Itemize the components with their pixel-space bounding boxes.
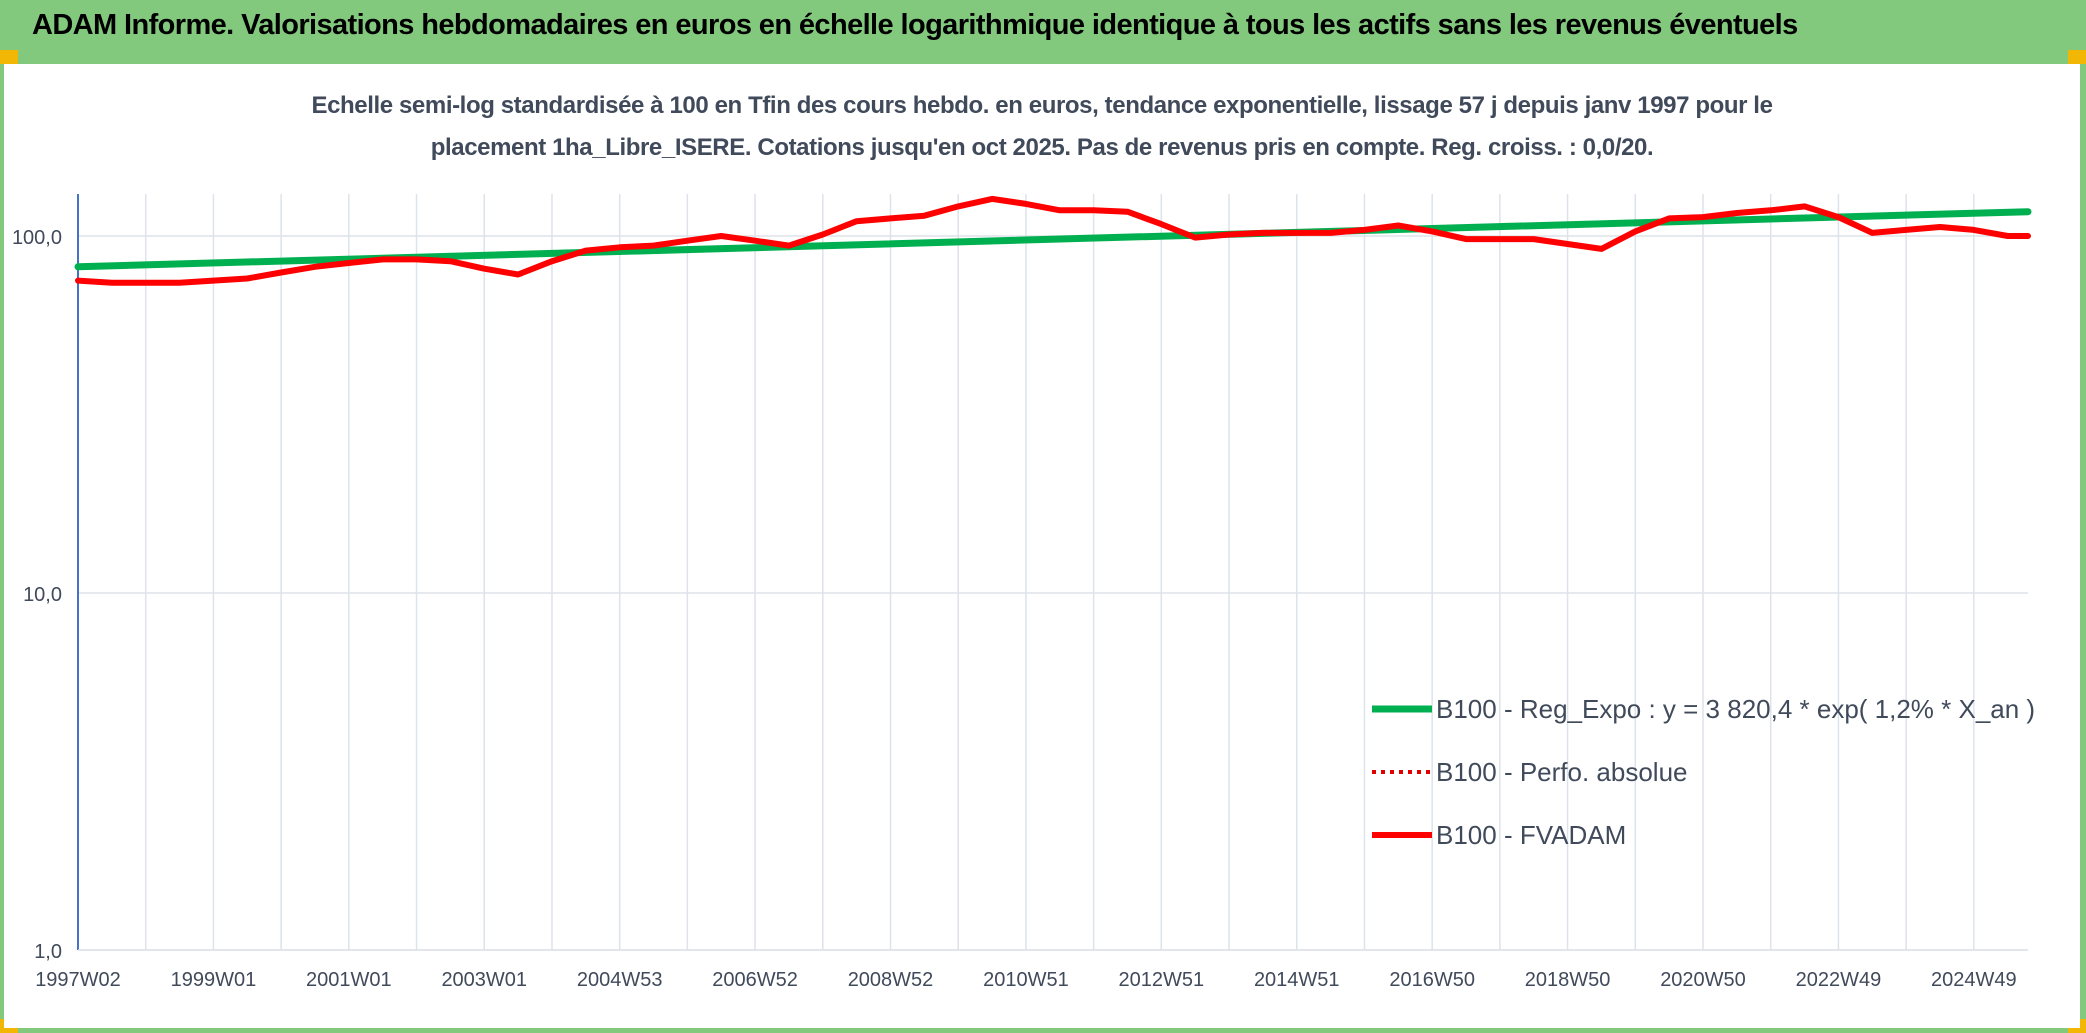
x-tick-label: 2012W51 (1119, 969, 1205, 991)
x-tick-label: 2004W53 (577, 969, 663, 991)
x-tick-label: 2003W01 (441, 969, 527, 991)
series-line-fvadam (75, 195, 2031, 286)
y-tick-label: 100,0 (12, 227, 62, 249)
x-tick-label: 2022W49 (1796, 969, 1882, 991)
x-tick-label: 2014W51 (1254, 969, 1340, 991)
x-tick-label: 1999W01 (171, 969, 257, 991)
x-tick-label: 1997W02 (35, 969, 121, 991)
legend-label: B100 - FVADAM (1436, 820, 1626, 850)
corner-marker-top-right (2068, 50, 2086, 64)
chart-subtitle-line-1: Echelle semi-log standardisée à 100 en T… (311, 92, 1773, 119)
legend-label: B100 - Perfo. absolue (1436, 757, 1688, 787)
corner-marker-top-left (0, 50, 18, 64)
x-tick-label: 2006W52 (712, 969, 798, 991)
axes: 1,0 10,0 100,0 1997W02 1999W01 2001W01 2003W01… (12, 194, 2028, 991)
x-tick-label: 2001W01 (306, 969, 392, 991)
x-tick-label: 2010W51 (983, 969, 1069, 991)
gridlines (78, 194, 2028, 951)
header-bar: ADAM Informe. Valorisations hebdomadaire… (0, 0, 2086, 60)
chart-subtitle-line-2: placement 1ha_Libre_ISERE. Cotations jus… (430, 134, 1654, 161)
chart-plot: 1,0 10,0 100,0 1997W02 1999W01 2001W01 2003W01… (12, 194, 2035, 991)
y-tick-label: 10,0 (23, 584, 62, 606)
y-tick-label: 1,0 (34, 941, 62, 963)
x-tick-label: 2016W50 (1389, 969, 1475, 991)
legend-label: B100 - Reg_Expo : y = 3 820,4 * exp( 1,2… (1436, 694, 2035, 724)
series-lines (74, 195, 2032, 286)
legend: B100 - Reg_Expo : y = 3 820,4 * exp( 1,2… (1372, 694, 2035, 850)
page-title: ADAM Informe. Valorisations hebdomadaire… (32, 9, 1798, 41)
x-tick-label: 2020W50 (1660, 969, 1746, 991)
chart-area: Echelle semi-log standardisée à 100 en T… (4, 64, 2080, 1028)
x-tick-label: 2024W49 (1931, 969, 2017, 991)
x-tick-label: 2008W52 (848, 969, 934, 991)
x-tick-label: 2018W50 (1525, 969, 1611, 991)
